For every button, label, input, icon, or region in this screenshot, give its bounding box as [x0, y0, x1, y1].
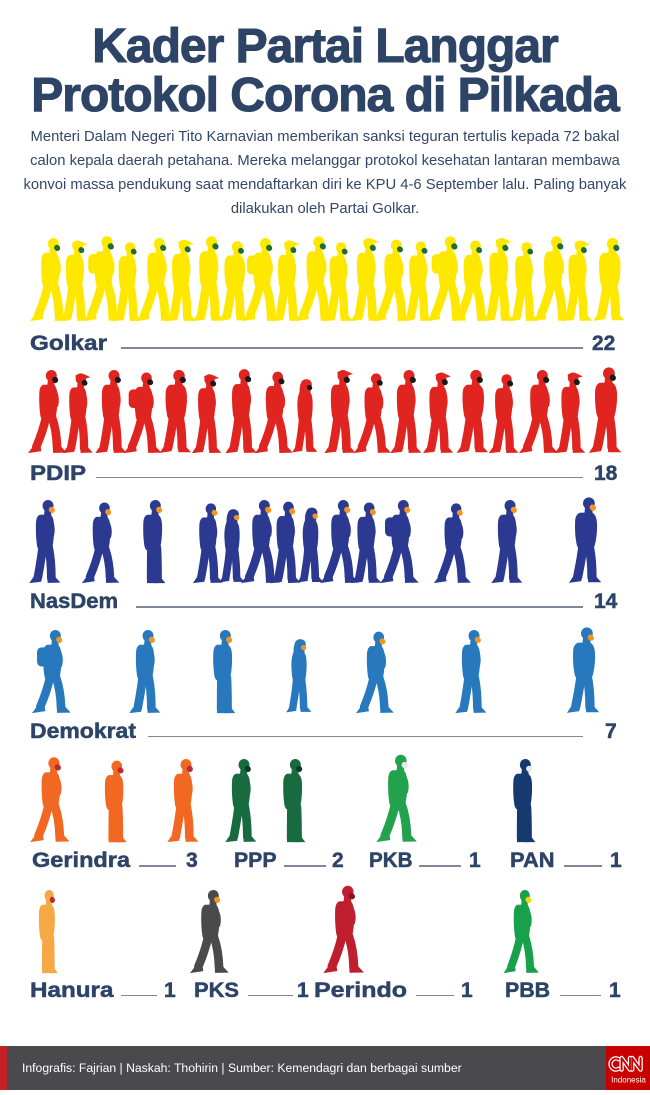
svg-text:Indonesia: Indonesia	[611, 1076, 646, 1085]
